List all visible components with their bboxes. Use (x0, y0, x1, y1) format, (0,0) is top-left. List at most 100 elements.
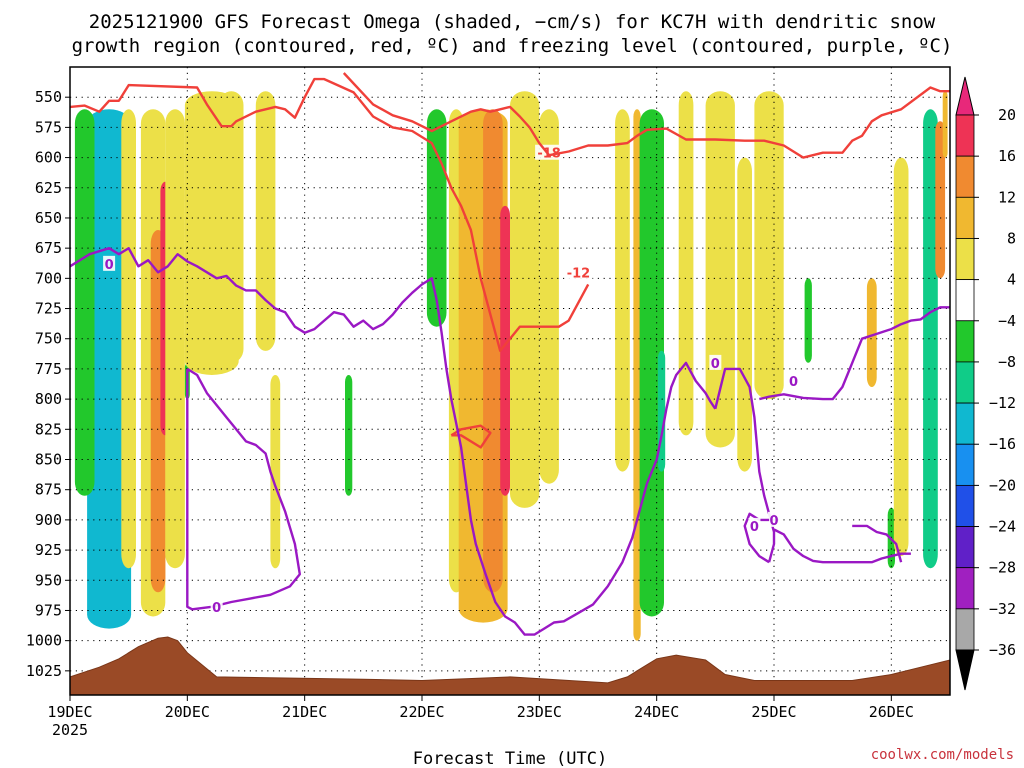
y-tick-label-975: 975 (35, 601, 62, 619)
colorbar-band-6 (955, 361, 975, 404)
omega-shade-17 (500, 205, 510, 496)
colorbar-label-5: −4 (998, 312, 1016, 330)
omega-shade-9 (219, 91, 244, 363)
omega-shade-32 (923, 109, 938, 569)
colorbar-label-12: −32 (989, 600, 1016, 618)
omega-shade-33 (935, 121, 946, 279)
y-tick-label-850: 850 (35, 451, 62, 469)
omega-shade-21 (633, 109, 641, 641)
y-tick-label-1025: 1025 (26, 662, 62, 680)
dgz-contour-label-bg-1 (564, 264, 593, 280)
colorbar-label-4: 4 (1007, 271, 1016, 289)
omega-shade-25 (705, 91, 735, 448)
omega-shade-16 (483, 109, 503, 593)
x-tick-label-21DEC: 21DEC (282, 703, 327, 721)
y-tick-label-950: 950 (35, 571, 62, 589)
dendritic-growth-contours: -18-12 (70, 72, 950, 449)
freezing-contour-label-0: 0 (105, 258, 114, 273)
omega-shade-12 (345, 375, 353, 496)
y-tick-label-550: 550 (35, 88, 62, 106)
freezing-contour-label-6: 0 (789, 375, 798, 390)
omega-shade-10 (255, 91, 276, 351)
omega-shade-27 (754, 91, 784, 400)
freezing-contour-line-5 (852, 524, 903, 563)
x-tick-label-22DEC: 22DEC (399, 703, 444, 721)
y-axis: 550 575 600 625 650 675 700 725 750 775 800 825 850 8… (26, 88, 70, 680)
colorbar-label-7: −12 (989, 394, 1016, 412)
colorbar-band-9 (955, 484, 975, 527)
x-tick-label-24DEC: 24DEC (634, 703, 679, 721)
colorbar-label-2: 12 (998, 188, 1016, 206)
omega-shade-0 (87, 109, 132, 629)
freezing-contour-line-0 (70, 247, 717, 636)
plot-frame (69, 66, 951, 696)
omega-shade-29 (866, 278, 877, 387)
colorbar-label-1: 16 (998, 147, 1016, 165)
omega-shade-31 (893, 157, 909, 557)
dgz-contour-line-1 (342, 72, 950, 159)
omega-shade-18 (510, 91, 540, 508)
colorbar: 20 16 12 8 4 −4 −8 −12 −16 −20 −24 −28 −32 −36 (955, 76, 1016, 691)
y-tick-label-650: 650 (35, 209, 62, 227)
colorbar-band-11 (955, 567, 975, 610)
omega-shade-1 (74, 109, 95, 496)
x-tick-label-19DEC: 19DEC (47, 703, 92, 721)
freezing-contour-label-bg-1 (210, 598, 223, 614)
colorbar-label-8: −16 (989, 435, 1016, 453)
y-tick-label-675: 675 (35, 239, 62, 257)
omega-shade-34 (942, 91, 948, 158)
dgz-contour-line-0 (70, 77, 590, 352)
omega-shade-28 (804, 278, 812, 363)
omega-shading-layer (74, 91, 948, 641)
colorbar-band-10 (955, 526, 975, 569)
y-tick-label-625: 625 (35, 179, 62, 197)
dgz-contour-label-bg-0 (535, 144, 564, 160)
y-tick-label-700: 700 (35, 269, 62, 287)
chart-title-line1: 2025121900 GFS Forecast Omega (shaded, −… (89, 11, 936, 33)
colorbar-band-5 (955, 320, 975, 363)
colorbar-band-4 (955, 279, 975, 322)
colorbar-label-6: −8 (998, 353, 1016, 371)
colorbar-band-12 (955, 608, 975, 651)
freezing-contour-label-bg-3 (768, 511, 780, 527)
colorbar-band-3 (955, 238, 975, 281)
y-tick-label-800: 800 (35, 390, 62, 408)
x-tick-label-23DEC: 23DEC (517, 703, 562, 721)
terrain-fill (70, 636, 950, 695)
colorbar-label-10: −24 (989, 518, 1016, 536)
y-tick-label-925: 925 (35, 541, 62, 559)
colorbar-band-2 (955, 196, 975, 239)
y-tick-label-875: 875 (35, 481, 62, 499)
freezing-contour-label-bg-0 (103, 255, 116, 271)
x-tick-label-20DEC: 20DEC (165, 703, 210, 721)
omega-shade-11 (270, 375, 281, 569)
y-tick-label-1000: 1000 (26, 632, 62, 650)
colorbar-band-8 (955, 443, 975, 486)
chart-title-line2: growth region (contoured, red, ºC) and f… (72, 35, 953, 57)
omega-shade-24 (678, 91, 694, 436)
colorbar-band-7 (955, 402, 975, 445)
y-tick-label-825: 825 (35, 420, 62, 438)
freezing-contour-label-bg-6 (787, 373, 800, 388)
y-tick-label-575: 575 (35, 118, 62, 136)
y-tick-label-600: 600 (35, 149, 62, 167)
colorbar-bottom-arrow (955, 649, 975, 691)
colorbar-label-0: 20 (998, 106, 1016, 124)
y-tick-label-750: 750 (35, 330, 62, 348)
colorbar-band-1 (955, 155, 975, 198)
colorbar-label-3: 8 (1007, 229, 1016, 247)
freezing-contour-line-2 (714, 367, 776, 563)
colorbar-label-9: −20 (989, 476, 1016, 494)
freezing-contour-line-3 (773, 528, 911, 564)
colorbar-label-11: −28 (989, 559, 1016, 577)
site-credit: coolwx.com/models (871, 747, 1014, 763)
omega-shade-19 (539, 109, 559, 484)
y-tick-label-900: 900 (35, 511, 62, 529)
x-axis-label: Forecast Time (UTC) (413, 749, 607, 768)
x-tick-label-26DEC: 26DEC (869, 703, 914, 721)
colorbar-top-arrow (955, 76, 975, 116)
y-tick-label-775: 775 (35, 360, 62, 378)
